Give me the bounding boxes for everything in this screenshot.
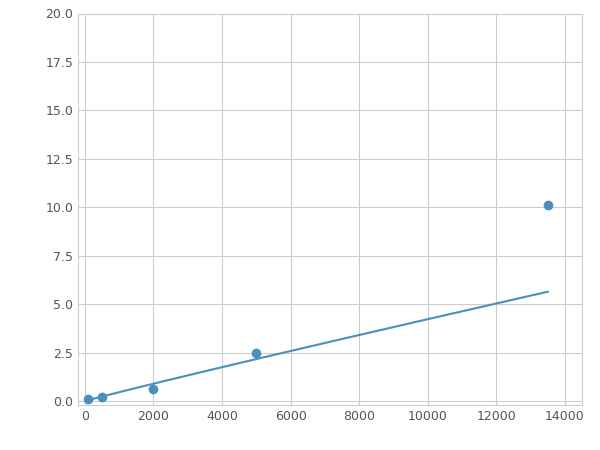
Point <box>97 394 107 401</box>
Point <box>83 396 93 403</box>
Point <box>543 202 553 209</box>
Point <box>251 349 261 356</box>
Point <box>149 386 158 393</box>
